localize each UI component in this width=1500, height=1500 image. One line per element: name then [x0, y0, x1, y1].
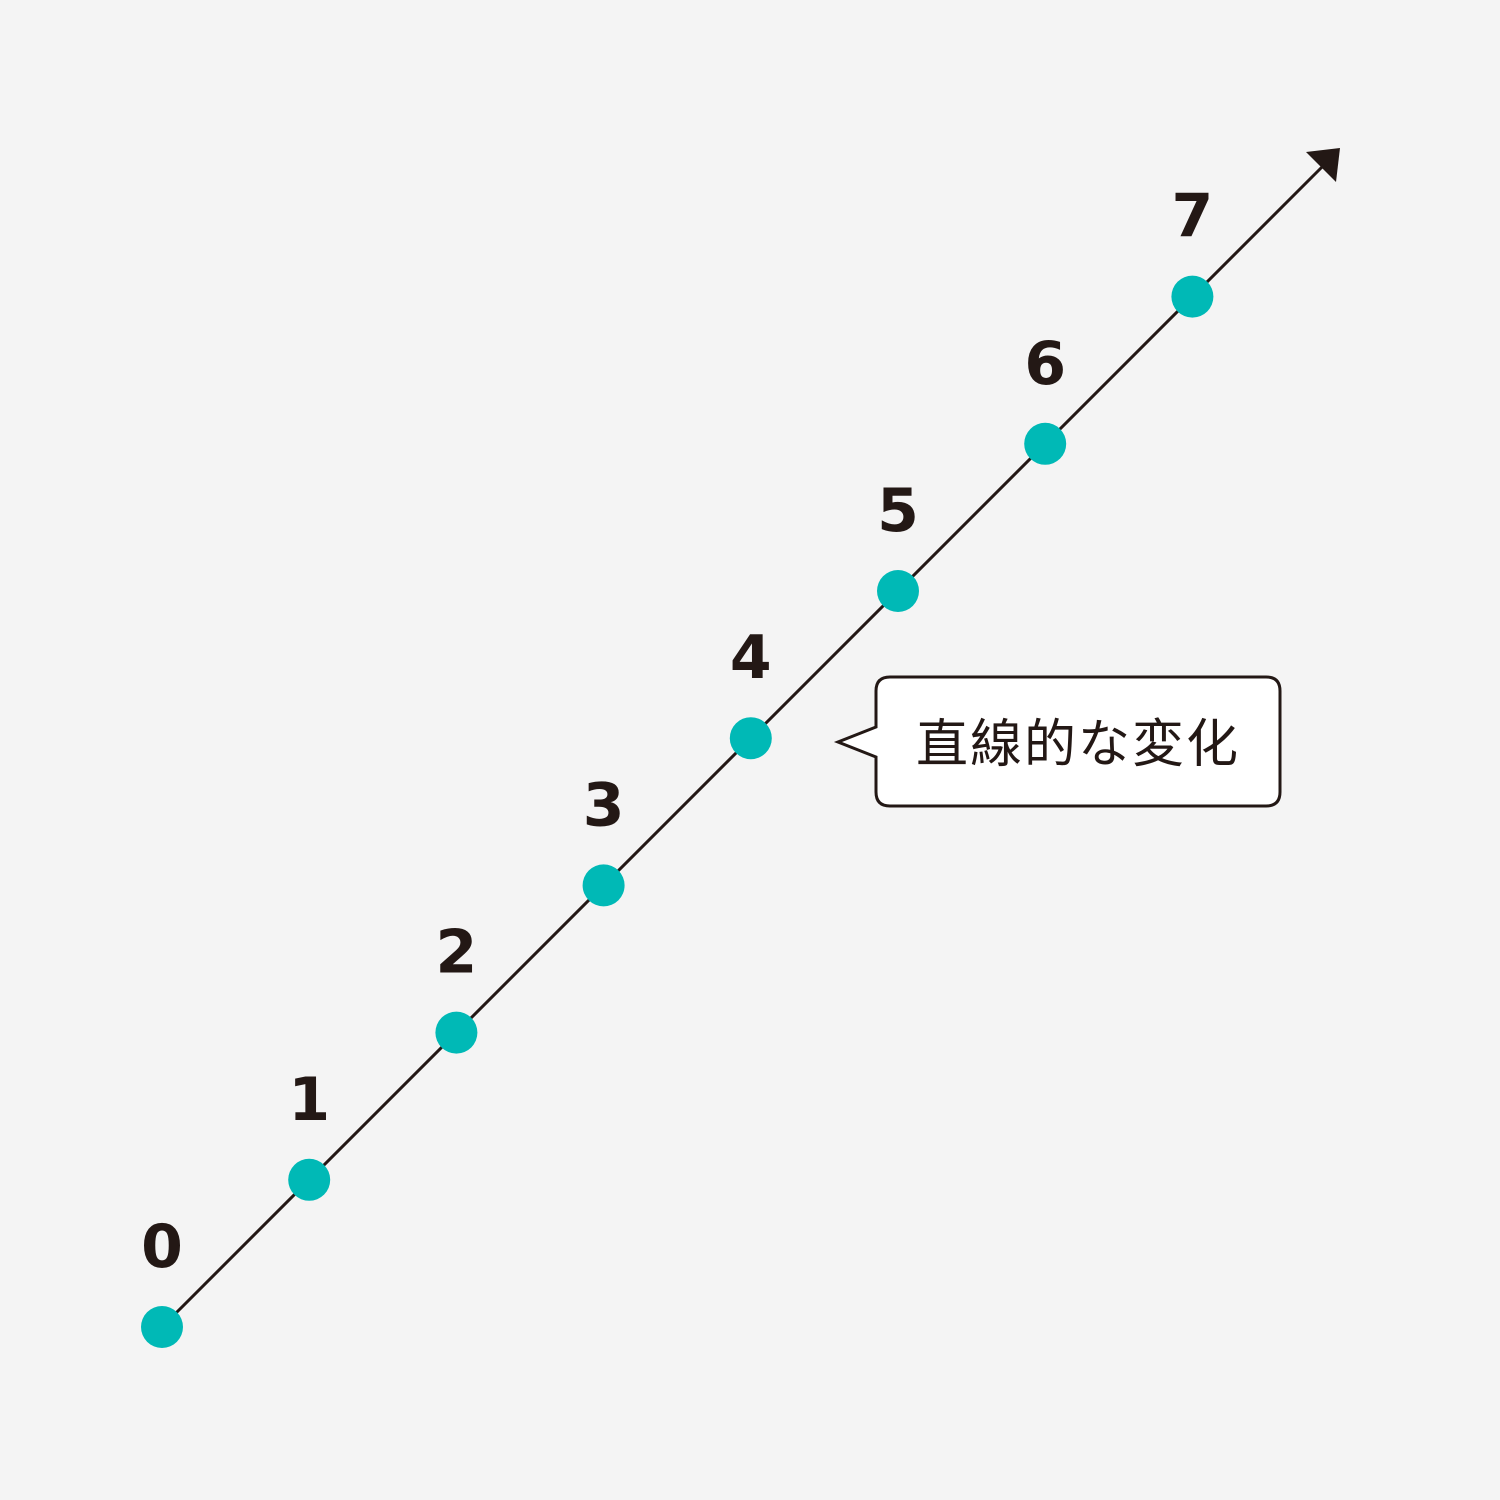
- point-label-7: 7: [1172, 182, 1214, 252]
- arrow-up-right-icon: [1306, 148, 1340, 182]
- callout-text: 直線的な変化: [916, 715, 1240, 775]
- point-label-1: 1: [288, 1065, 330, 1135]
- point-label-0: 0: [141, 1212, 183, 1282]
- callout-shape: [833, 675, 1282, 808]
- point-2: [435, 1011, 478, 1054]
- point-7: [1171, 275, 1214, 318]
- point-0: [141, 1306, 183, 1348]
- point-label-3: 3: [583, 770, 625, 840]
- point-label-5: 5: [877, 476, 919, 546]
- point-5: [877, 570, 919, 612]
- point-4: [729, 717, 772, 760]
- point-label-6: 6: [1024, 329, 1066, 399]
- point-label-4: 4: [730, 623, 772, 693]
- callout-bubble: 直線的な変化: [833, 675, 1282, 808]
- points-group: 0 1 2 3 4 5 6 7: [141, 182, 1214, 1348]
- point-3: [582, 864, 625, 907]
- point-1: [288, 1158, 331, 1201]
- point-6: [1024, 422, 1067, 465]
- point-label-2: 2: [436, 918, 478, 988]
